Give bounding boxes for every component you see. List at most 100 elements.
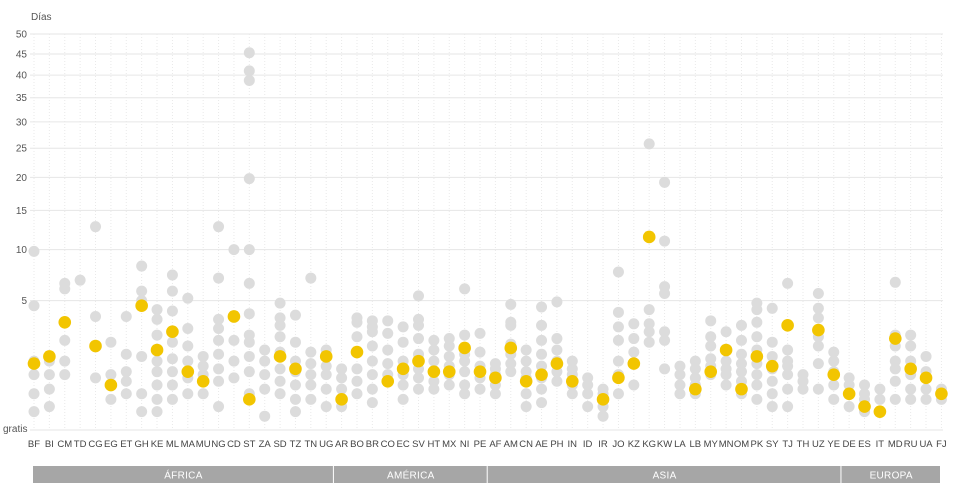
dot-other-cn bbox=[520, 355, 532, 367]
country-label-pe: PE bbox=[474, 439, 487, 450]
dot-other-et bbox=[120, 348, 132, 360]
dot-highlight-gh bbox=[135, 299, 148, 313]
dot-other-mn bbox=[720, 355, 732, 367]
dot-highlight-ua bbox=[919, 371, 933, 385]
country-label-ml: ML bbox=[166, 439, 179, 450]
dot-other-kz bbox=[628, 333, 640, 345]
dot-highlight-de bbox=[842, 387, 856, 401]
dot-highlight-ht bbox=[427, 365, 441, 378]
dot-other-ml bbox=[166, 305, 178, 317]
dot-other-ng bbox=[213, 272, 225, 284]
y-tick-label: 40 bbox=[16, 71, 28, 82]
dot-other-ae bbox=[536, 334, 548, 346]
dot-other-tz bbox=[289, 379, 301, 391]
dot-other-ml bbox=[166, 393, 178, 405]
dot-other-om bbox=[735, 319, 747, 331]
dot-other-et bbox=[120, 310, 132, 322]
country-label-tj: TJ bbox=[782, 439, 793, 450]
y-tick-label: 35 bbox=[16, 93, 28, 104]
dot-other-br bbox=[366, 369, 378, 381]
dot-other-id bbox=[582, 372, 594, 384]
dot-highlight-mx bbox=[442, 365, 456, 378]
dot-other-ng bbox=[213, 221, 225, 233]
country-label-bo: BO bbox=[350, 439, 364, 450]
dot-other-cm bbox=[59, 334, 71, 346]
dot-highlight-cn bbox=[519, 374, 533, 388]
dot-other-sy bbox=[766, 388, 778, 400]
dot-other-my bbox=[705, 353, 717, 365]
dot-other-co bbox=[382, 358, 394, 370]
dot-other-la bbox=[674, 369, 686, 381]
dot-other-bf bbox=[28, 245, 40, 257]
dot-highlight-bf bbox=[27, 357, 41, 370]
dot-highlight-mu bbox=[196, 374, 210, 388]
country-label-lb: LB bbox=[690, 439, 702, 450]
dot-other-mx bbox=[443, 333, 455, 345]
dot-other-ni bbox=[459, 366, 471, 378]
region-asia bbox=[487, 466, 841, 483]
dot-other-es bbox=[859, 388, 871, 400]
dot-other-kg bbox=[643, 336, 655, 348]
dot-other-mu bbox=[197, 388, 209, 400]
dot-other-ml bbox=[166, 379, 178, 391]
dot-other-uz bbox=[812, 302, 824, 314]
dot-other-ye bbox=[828, 355, 840, 367]
dot-other-sy bbox=[766, 401, 778, 413]
dot-other-ke bbox=[151, 379, 163, 391]
country-label-it: IT bbox=[876, 439, 885, 450]
dot-highlight-ug bbox=[319, 350, 333, 363]
dot-highlight-cm bbox=[58, 316, 72, 329]
dot-other-cn bbox=[520, 401, 532, 413]
country-label-am: AM bbox=[504, 439, 518, 450]
dot-other-ke bbox=[151, 329, 163, 341]
dot-other-mu bbox=[197, 360, 209, 372]
country-label-tz: TZ bbox=[290, 439, 302, 450]
dot-other-my bbox=[705, 340, 717, 352]
dot-other-in bbox=[566, 355, 578, 367]
y-tick-label: 10 bbox=[16, 245, 28, 256]
dot-other-sd bbox=[274, 297, 286, 309]
dot-other-tj bbox=[782, 401, 794, 413]
dot-other-st bbox=[243, 350, 255, 362]
dot-other-in bbox=[566, 363, 578, 375]
dot-other-ru bbox=[905, 393, 917, 405]
dot-other-bo bbox=[351, 388, 363, 400]
country-label-jo: JO bbox=[612, 439, 624, 450]
dot-other-br bbox=[366, 315, 378, 327]
dot-other-ae bbox=[536, 383, 548, 395]
dot-other-mx bbox=[443, 350, 455, 362]
dot-other-md bbox=[889, 393, 901, 405]
dot-other-gh bbox=[136, 388, 148, 400]
dot-other-tj bbox=[782, 369, 794, 381]
dot-other-cm bbox=[59, 369, 71, 381]
dot-other-td bbox=[74, 274, 86, 286]
dot-other-za bbox=[259, 410, 271, 422]
dot-other-co bbox=[382, 344, 394, 356]
dot-highlight-cd bbox=[227, 310, 241, 323]
country-label-za: ZA bbox=[259, 439, 272, 450]
dot-other-ph bbox=[551, 296, 563, 308]
dot-other-bo bbox=[351, 375, 363, 387]
dot-other-ar bbox=[336, 372, 348, 384]
dot-highlight-fj bbox=[935, 387, 948, 401]
dot-highlight-eg bbox=[104, 378, 118, 392]
dot-other-ye bbox=[828, 379, 840, 391]
dot-highlight-ph bbox=[550, 357, 564, 370]
dot-other-la bbox=[674, 360, 686, 372]
dot-other-st bbox=[243, 366, 255, 378]
other-countries-dots bbox=[28, 47, 947, 422]
dot-other-co bbox=[382, 327, 394, 339]
dot-other-om bbox=[735, 334, 747, 346]
dot-other-sy bbox=[766, 302, 778, 314]
dot-other-kg bbox=[643, 326, 655, 338]
dot-other-pk bbox=[751, 369, 763, 381]
country-label-co: CO bbox=[381, 439, 395, 450]
dot-other-ec bbox=[397, 393, 409, 405]
zero-label: gratis bbox=[3, 424, 27, 435]
y-tick-label: 20 bbox=[16, 173, 28, 184]
dot-other-af bbox=[489, 358, 501, 370]
dot-highlight-cg bbox=[89, 339, 102, 353]
dot-other-sy bbox=[766, 375, 778, 387]
dot-highlight-ye bbox=[827, 368, 841, 381]
country-label-de: DE bbox=[843, 439, 856, 450]
